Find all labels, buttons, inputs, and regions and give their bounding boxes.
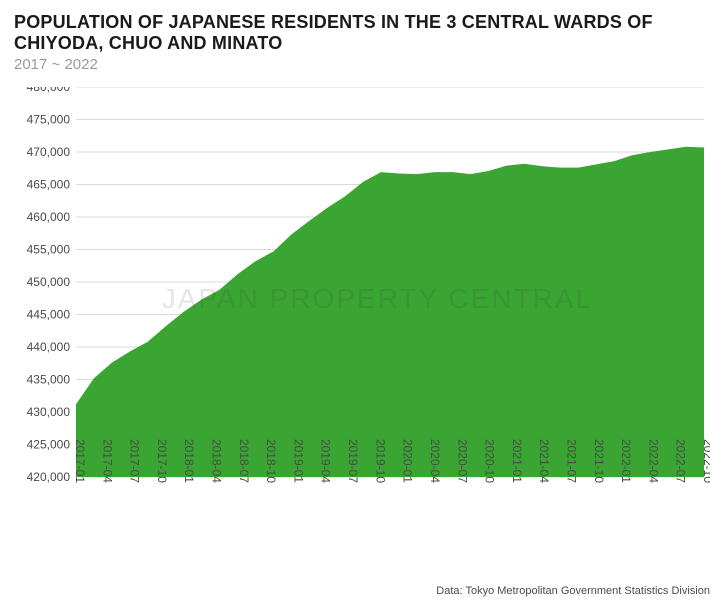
svg-text:2021-07: 2021-07 (564, 439, 578, 483)
svg-text:2020-07: 2020-07 (455, 439, 469, 483)
svg-text:2018-10: 2018-10 (264, 439, 278, 483)
svg-text:2017-01: 2017-01 (73, 439, 87, 483)
svg-text:2017-04: 2017-04 (100, 439, 114, 483)
svg-text:2018-07: 2018-07 (237, 439, 251, 483)
chart-subtitle: 2017 ~ 2022 (14, 56, 710, 73)
svg-text:460,000: 460,000 (27, 210, 71, 224)
svg-text:2019-01: 2019-01 (291, 439, 305, 483)
svg-text:450,000: 450,000 (27, 275, 71, 289)
area-chart: 420,000 425,000 430,000 435,000 440,000 445,0… (14, 87, 710, 537)
svg-text:425,000: 425,000 (27, 438, 71, 452)
svg-text:435,000: 435,000 (27, 373, 71, 387)
svg-text:2021-01: 2021-01 (510, 439, 524, 483)
svg-text:2021-10: 2021-10 (592, 439, 606, 483)
svg-text:2020-10: 2020-10 (483, 439, 497, 483)
svg-text:2021-04: 2021-04 (537, 439, 551, 483)
svg-text:2022-01: 2022-01 (619, 439, 633, 483)
svg-text:455,000: 455,000 (27, 243, 71, 257)
svg-text:2019-04: 2019-04 (319, 439, 333, 483)
svg-text:440,000: 440,000 (27, 340, 71, 354)
svg-text:2017-07: 2017-07 (128, 439, 142, 483)
svg-text:465,000: 465,000 (27, 178, 71, 192)
svg-text:2018-01: 2018-01 (182, 439, 196, 483)
chart-title: POPULATION OF JAPANESE RESIDENTS IN THE … (14, 12, 710, 54)
svg-text:2020-04: 2020-04 (428, 439, 442, 483)
svg-text:2018-04: 2018-04 (210, 439, 224, 483)
svg-text:2019-07: 2019-07 (346, 439, 360, 483)
svg-text:445,000: 445,000 (27, 308, 71, 322)
svg-text:2022-10: 2022-10 (701, 439, 710, 483)
svg-text:2022-07: 2022-07 (674, 439, 688, 483)
svg-text:470,000: 470,000 (27, 145, 71, 159)
chart-container: 420,000 425,000 430,000 435,000 440,000 445,0… (14, 87, 710, 537)
svg-text:2019-10: 2019-10 (373, 439, 387, 483)
svg-text:2022-04: 2022-04 (646, 439, 660, 483)
svg-text:480,000: 480,000 (27, 87, 71, 94)
svg-text:2020-01: 2020-01 (401, 439, 415, 483)
data-source-note: Data: Tokyo Metropolitan Government Stat… (14, 585, 710, 597)
svg-text:475,000: 475,000 (27, 113, 71, 127)
svg-text:2017-10: 2017-10 (155, 439, 169, 483)
svg-text:420,000: 420,000 (27, 470, 71, 484)
watermark: JAPAN PROPERTY CENTRAL (162, 283, 593, 314)
svg-text:430,000: 430,000 (27, 405, 71, 419)
